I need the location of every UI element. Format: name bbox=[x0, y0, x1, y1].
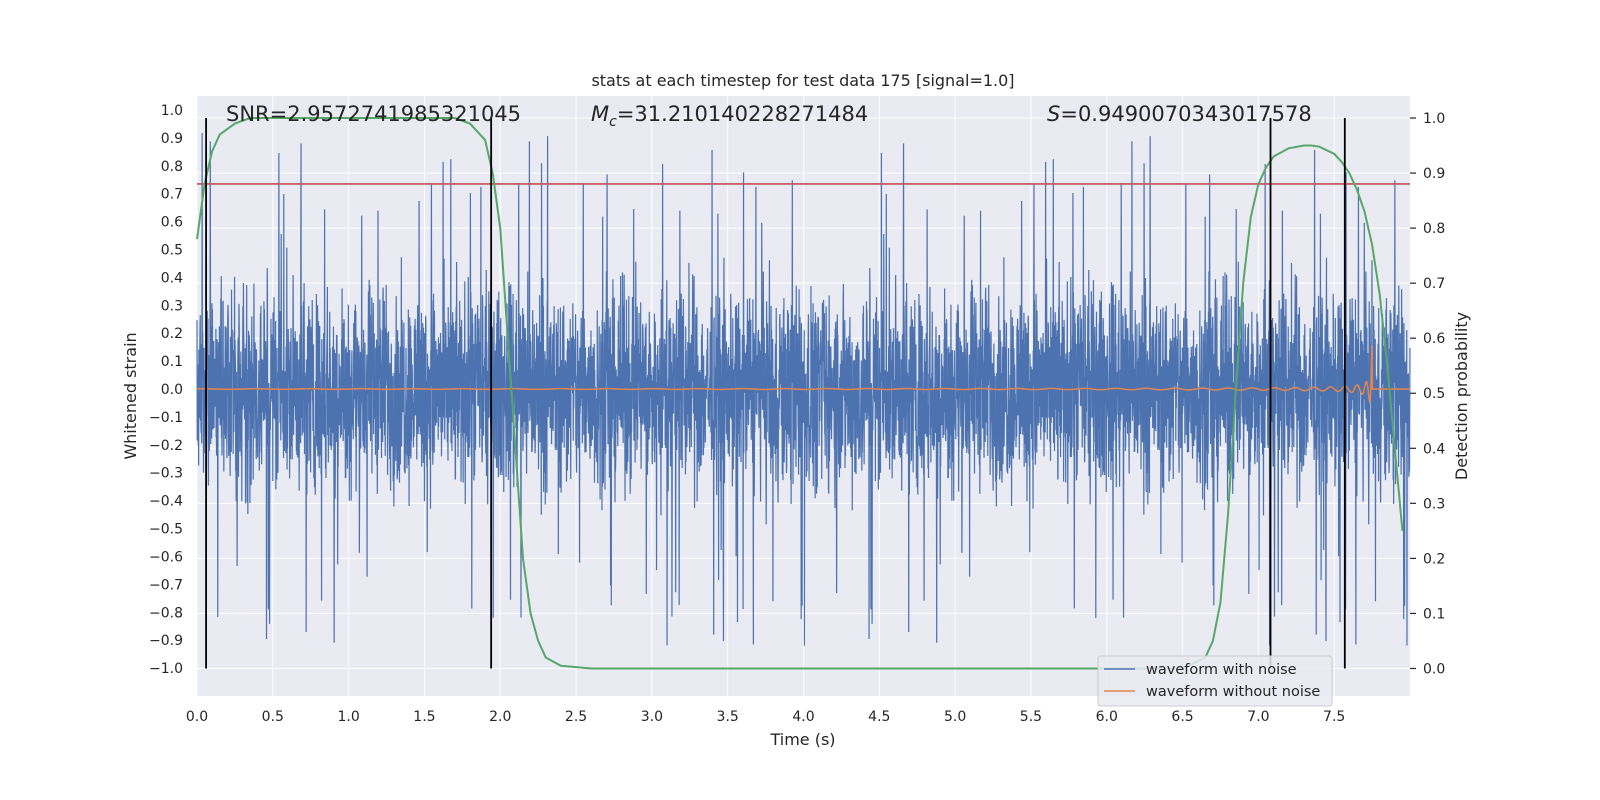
y-tick-label: −0.8 bbox=[149, 605, 183, 621]
y-tick-label: 0.3 bbox=[161, 298, 183, 314]
y2-tick-label: 1.0 bbox=[1423, 111, 1445, 127]
legend-label-clean: waveform without noise bbox=[1146, 684, 1320, 700]
y2-axis-title: Detection probability bbox=[1452, 312, 1471, 480]
plot-area bbox=[196, 117, 1411, 670]
chirp-mass-symbol: M bbox=[591, 102, 609, 126]
x-tick-label: 2.0 bbox=[489, 709, 511, 725]
y2-tick-label: 0.8 bbox=[1423, 221, 1445, 237]
noisy-waveform-line bbox=[196, 133, 1411, 646]
y-tick-label: −0.6 bbox=[149, 549, 183, 565]
y-tick-label: 0.2 bbox=[161, 326, 183, 342]
x-tick-label: 6.5 bbox=[1171, 709, 1193, 725]
y2-tick-label: 0.2 bbox=[1423, 551, 1445, 567]
x-tick-label: 5.5 bbox=[1020, 709, 1042, 725]
x-tick-label: 0.5 bbox=[262, 709, 284, 725]
y2-tick-label: 0.3 bbox=[1423, 496, 1445, 512]
detection-probability-line bbox=[196, 117, 1404, 670]
y-tick-label: 0.9 bbox=[161, 131, 183, 147]
chirp-mass-value: =31.210140228271484 bbox=[617, 102, 868, 126]
y2-tick-label: 0.4 bbox=[1423, 441, 1445, 457]
chirp-mass-subscript: c bbox=[609, 114, 617, 130]
y-tick-label: 0.1 bbox=[161, 354, 183, 370]
y2-tick-label: 0.9 bbox=[1423, 166, 1445, 182]
y-tick-label: −0.5 bbox=[149, 522, 183, 538]
x-axis-title: Time (s) bbox=[769, 730, 835, 749]
y-tick-label: 0.8 bbox=[161, 159, 183, 175]
x-tick-label: 4.5 bbox=[868, 709, 890, 725]
legend: waveform with noise waveform without noi… bbox=[1097, 655, 1333, 707]
y-tick-label: −0.3 bbox=[149, 466, 183, 482]
x-tick-label: 7.5 bbox=[1323, 709, 1345, 725]
x-tick-label: 1.0 bbox=[337, 709, 359, 725]
x-tick-label: 7.0 bbox=[1247, 709, 1269, 725]
score-value: =0.9490070343017578 bbox=[1060, 102, 1311, 126]
score-symbol: S bbox=[1047, 102, 1060, 126]
y-tick-label: 0.6 bbox=[161, 215, 183, 231]
y-tick-label: −1.0 bbox=[149, 661, 183, 677]
x-tick-label: 2.5 bbox=[565, 709, 587, 725]
x-tick-label: 4.0 bbox=[792, 709, 814, 725]
y2-tick-label: 0.0 bbox=[1423, 661, 1445, 677]
y-tick-label: −0.4 bbox=[149, 494, 183, 510]
x-tick-label: 0.0 bbox=[186, 709, 208, 725]
y-tick-label: 0.0 bbox=[161, 382, 183, 398]
legend-box bbox=[1097, 655, 1333, 707]
y-tick-label: 0.4 bbox=[161, 270, 183, 286]
y-tick-label: −0.2 bbox=[149, 438, 183, 454]
y2-tick-label: 0.5 bbox=[1423, 386, 1445, 402]
x-tick-label: 5.0 bbox=[944, 709, 966, 725]
x-tick-label: 3.0 bbox=[641, 709, 663, 725]
legend-label-noise: waveform with noise bbox=[1146, 662, 1297, 678]
score-annotation: S=0.9490070343017578 bbox=[1047, 102, 1312, 126]
y2-tick-label: 0.6 bbox=[1423, 331, 1445, 347]
y-tick-label: 0.5 bbox=[161, 242, 183, 258]
y-tick-label: −0.7 bbox=[149, 577, 183, 593]
clean-waveform-line bbox=[196, 345, 1410, 405]
chirp-mass-annotation: Mc=31.210140228271484 bbox=[591, 102, 868, 130]
y-tick-label: −0.9 bbox=[149, 633, 183, 649]
x-tick-label: 1.5 bbox=[413, 709, 435, 725]
x-tick-label: 3.5 bbox=[717, 709, 739, 725]
snr-annotation: SNR=2.9572741985321045 bbox=[226, 102, 521, 126]
y2-tick-label: 0.1 bbox=[1423, 606, 1445, 622]
x-tick-label: 6.0 bbox=[1096, 709, 1118, 725]
axes: 0.0 0.5 1.0 1.5 2.0 2.5 3.0 3.5 4.0 4.5 5.0 5.5 6.0 6… bbox=[149, 103, 1445, 725]
y-tick-label: 0.7 bbox=[161, 187, 183, 203]
y-tick-label: −0.1 bbox=[149, 410, 183, 426]
y2-tick-label: 0.7 bbox=[1423, 276, 1445, 292]
y-axis-title: Whitened strain bbox=[121, 332, 140, 459]
y-tick-label: 1.0 bbox=[161, 103, 183, 119]
chart-title: stats at each timestep for test data 175… bbox=[591, 71, 1014, 90]
